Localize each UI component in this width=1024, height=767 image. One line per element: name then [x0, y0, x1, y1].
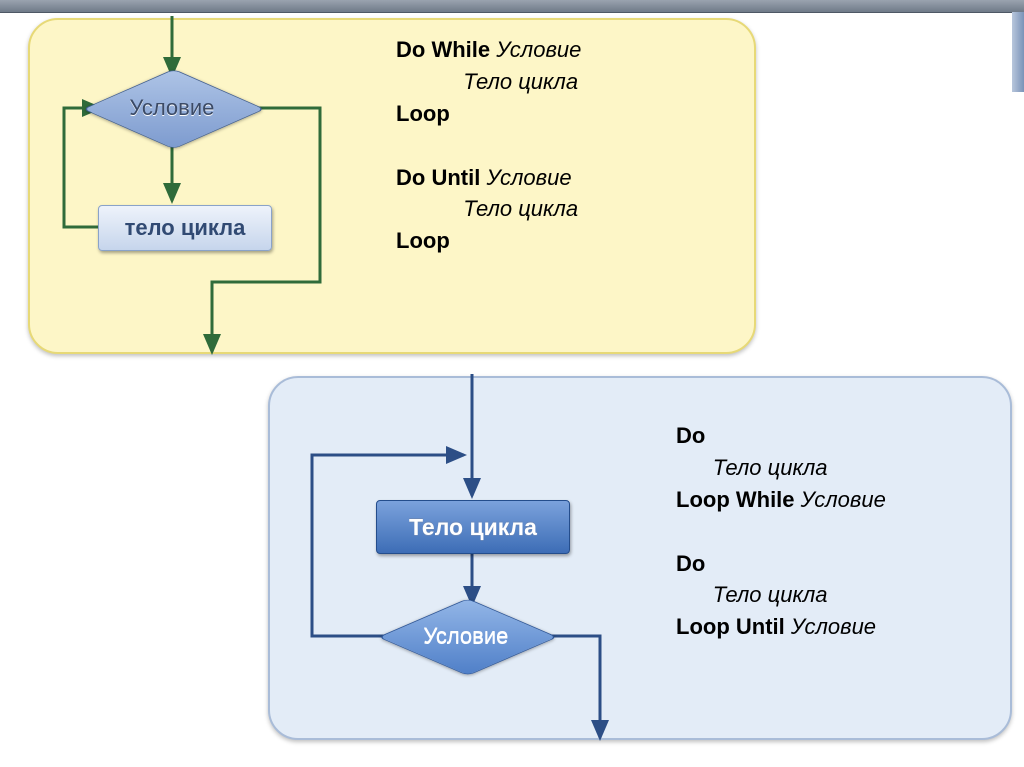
precondition-decision-label: Условие: [129, 95, 214, 121]
precondition-process-label: тело цикла: [125, 215, 246, 241]
top-decorative-bar: [0, 0, 1024, 13]
postcondition-loop-panel: [268, 376, 1012, 740]
postcondition-process-label: Тело цикла: [409, 514, 537, 541]
postcondition-decision-label: Условие: [423, 623, 508, 649]
precondition-code-block: Do While Условие Тело цикла Loop Do Unti…: [396, 34, 581, 257]
postcondition-decision-diamond: Условие: [404, 609, 528, 662]
postcondition-process-box: Тело цикла: [376, 500, 570, 554]
postcondition-code-block: Do Тело цикла Loop While Условие Do Тело…: [676, 420, 886, 643]
precondition-loop-panel: [28, 18, 756, 354]
right-decorative-bar: [1012, 12, 1024, 92]
precondition-decision-diamond: Условие: [109, 80, 235, 135]
precondition-process-box: тело цикла: [98, 205, 272, 251]
